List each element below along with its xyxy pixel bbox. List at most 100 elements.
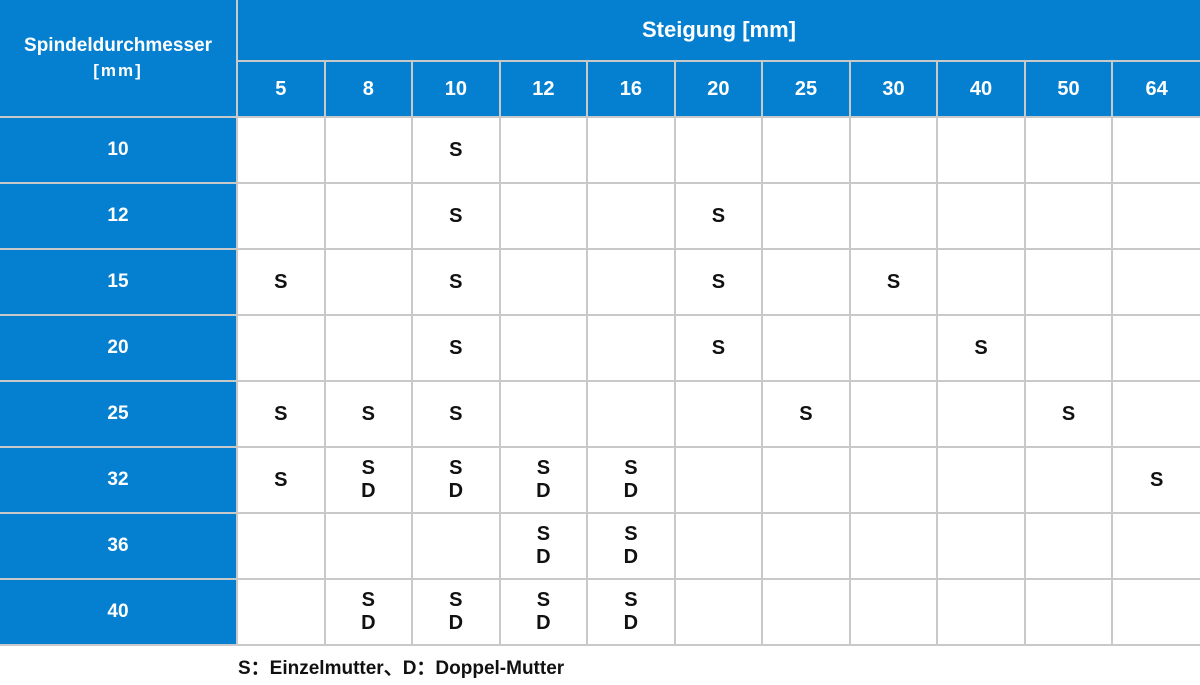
matrix-cell: S bbox=[1111, 446, 1200, 514]
matrix-cell bbox=[936, 578, 1026, 646]
matrix-cell: S D bbox=[323, 446, 414, 514]
matrix-cell: S D bbox=[586, 512, 676, 580]
matrix-cell: S bbox=[936, 314, 1026, 382]
matrix-cell bbox=[236, 116, 326, 184]
matrix-cell bbox=[761, 446, 851, 514]
matrix-cell bbox=[848, 380, 939, 448]
row-header-32: 32 bbox=[0, 446, 238, 514]
matrix-cell bbox=[323, 314, 414, 382]
matrix-cell: S bbox=[673, 182, 764, 250]
matrix-cell bbox=[236, 314, 326, 382]
matrix-cell bbox=[586, 380, 676, 448]
matrix-cell bbox=[236, 578, 326, 646]
matrix-cell bbox=[323, 512, 414, 580]
matrix-cell bbox=[323, 248, 414, 316]
matrix-cell bbox=[1023, 182, 1114, 250]
col-header-12: 12 bbox=[498, 60, 589, 118]
col-header-16: 16 bbox=[586, 60, 676, 118]
matrix-cell bbox=[761, 512, 851, 580]
matrix-cell bbox=[498, 248, 589, 316]
matrix-cell bbox=[761, 116, 851, 184]
row-header-15: 15 bbox=[0, 248, 238, 316]
matrix-cell bbox=[1111, 248, 1200, 316]
matrix-cell bbox=[411, 512, 501, 580]
matrix-cell: S D bbox=[498, 446, 589, 514]
row-header-12: 12 bbox=[0, 182, 238, 250]
row-header-10: 10 bbox=[0, 116, 238, 184]
matrix-cell bbox=[936, 446, 1026, 514]
matrix-cell bbox=[1111, 578, 1200, 646]
col-header-20: 20 bbox=[673, 60, 764, 118]
matrix-cell: S bbox=[411, 380, 501, 448]
matrix-cell bbox=[848, 116, 939, 184]
table-row: 20 S S S bbox=[0, 314, 1200, 382]
row-axis-title-line1: Spindeldurchmesser bbox=[24, 34, 212, 56]
matrix-cell bbox=[586, 314, 676, 382]
matrix-cell bbox=[936, 380, 1026, 448]
matrix-cell bbox=[936, 248, 1026, 316]
matrix-cell: S bbox=[673, 248, 764, 316]
matrix-cell: S bbox=[673, 314, 764, 382]
matrix-cell bbox=[1023, 248, 1114, 316]
matrix-cell bbox=[848, 314, 939, 382]
matrix-cell bbox=[761, 314, 851, 382]
matrix-cell bbox=[586, 116, 676, 184]
matrix-cell bbox=[1111, 380, 1200, 448]
matrix-cell bbox=[323, 182, 414, 250]
row-header-25: 25 bbox=[0, 380, 238, 448]
matrix-cell bbox=[236, 512, 326, 580]
matrix-cell: S D bbox=[411, 578, 501, 646]
matrix-cell bbox=[498, 116, 589, 184]
matrix-cell bbox=[673, 116, 764, 184]
matrix-cell bbox=[1023, 578, 1114, 646]
matrix-cell bbox=[1023, 446, 1114, 514]
matrix-cell bbox=[848, 512, 939, 580]
matrix-cell bbox=[498, 380, 589, 448]
matrix-cell: S bbox=[411, 182, 501, 250]
matrix-cell: S bbox=[411, 248, 501, 316]
legend: S：Einzelmutter、D：Doppel-Mutter bbox=[238, 658, 565, 679]
col-header-8: 8 bbox=[323, 60, 414, 118]
table-row: 10 S bbox=[0, 116, 1200, 184]
matrix-cell bbox=[1111, 512, 1200, 580]
matrix-cell: S bbox=[1023, 380, 1114, 448]
col-header-50: 50 bbox=[1023, 60, 1114, 118]
col-header-25: 25 bbox=[761, 60, 851, 118]
matrix-cell bbox=[498, 314, 589, 382]
matrix-cell bbox=[586, 248, 676, 316]
matrix-cell bbox=[936, 116, 1026, 184]
table-row: 25 S S S S S bbox=[0, 380, 1200, 448]
matrix-cell bbox=[1111, 314, 1200, 382]
col-header-30: 30 bbox=[848, 60, 939, 118]
row-axis-title-unit: [mm] bbox=[93, 61, 143, 81]
matrix-cell bbox=[1111, 182, 1200, 250]
group-header-row: Spindeldurchmesser [mm] Steigung [mm] bbox=[0, 0, 1200, 118]
matrix-cell bbox=[498, 182, 589, 250]
col-axis-title: Steigung [mm] bbox=[236, 0, 1200, 62]
matrix-cell: S bbox=[236, 380, 326, 448]
matrix-cell bbox=[1023, 116, 1114, 184]
col-header-40: 40 bbox=[936, 60, 1026, 118]
col-header-10: 10 bbox=[411, 60, 501, 118]
matrix-cell bbox=[761, 248, 851, 316]
matrix-cell: S D bbox=[586, 578, 676, 646]
matrix-cell bbox=[936, 182, 1026, 250]
matrix-cell bbox=[673, 380, 764, 448]
matrix-cell bbox=[673, 512, 764, 580]
matrix-cell: S bbox=[411, 116, 501, 184]
matrix-cell bbox=[848, 446, 939, 514]
matrix-cell: S bbox=[761, 380, 851, 448]
row-axis-title: Spindeldurchmesser [mm] bbox=[0, 0, 238, 118]
matrix-cell: S bbox=[411, 314, 501, 382]
matrix-cell: S bbox=[323, 380, 414, 448]
matrix-cell bbox=[1111, 116, 1200, 184]
row-header-40: 40 bbox=[0, 578, 238, 646]
col-header-64: 64 bbox=[1111, 60, 1200, 118]
matrix-cell bbox=[761, 578, 851, 646]
matrix-cell bbox=[673, 446, 764, 514]
matrix-cell bbox=[323, 116, 414, 184]
matrix-cell bbox=[673, 578, 764, 646]
